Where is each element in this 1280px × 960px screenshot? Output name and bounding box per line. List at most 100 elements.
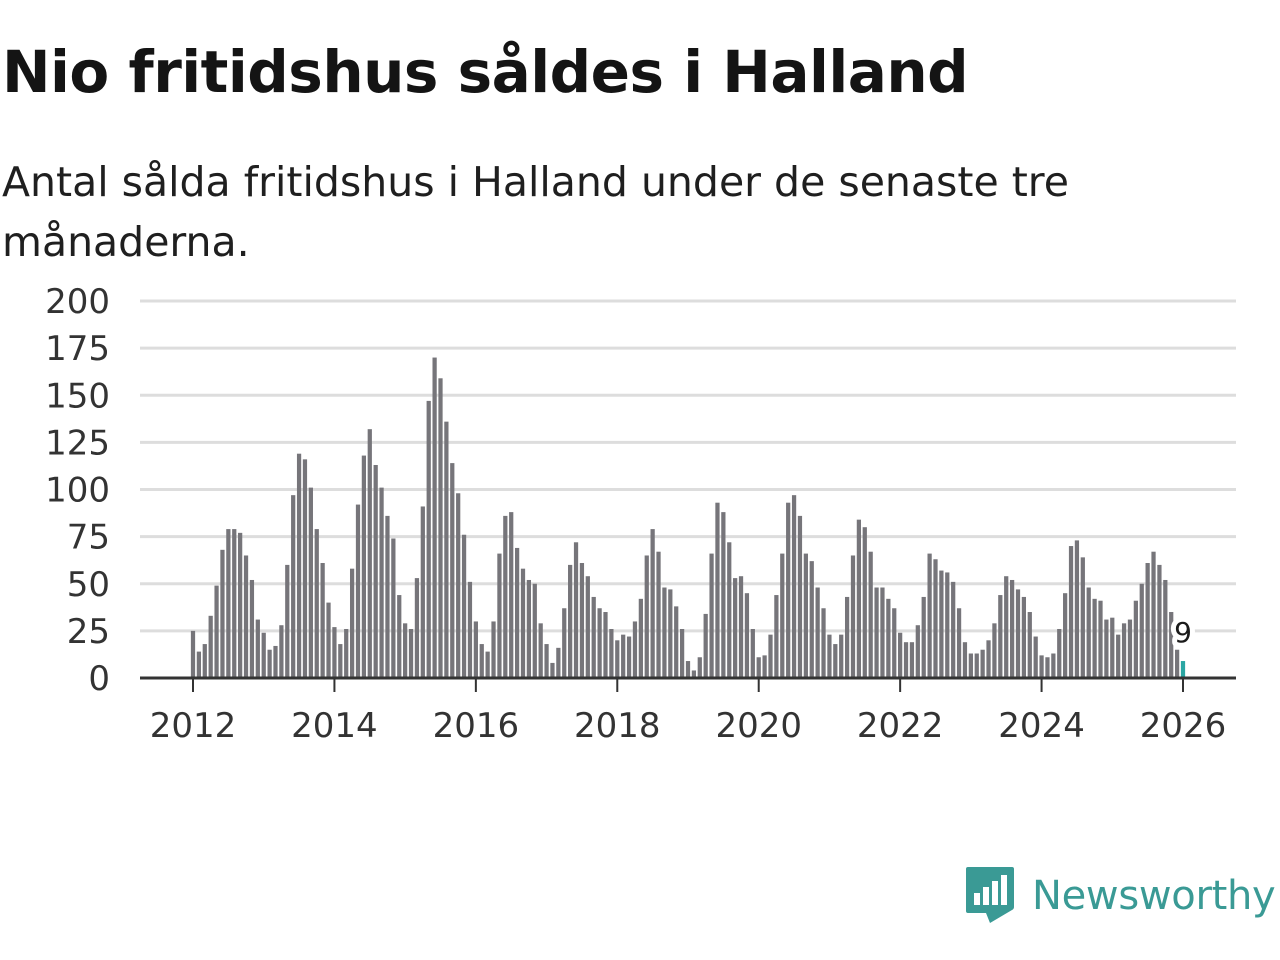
bar [544,644,549,678]
bar [397,595,402,678]
bar [1074,540,1080,678]
bar [344,628,349,678]
bar [892,608,897,678]
bar [349,568,355,678]
bar [373,465,378,678]
bar [662,587,667,678]
bar [998,595,1003,678]
bar [709,553,714,678]
bar [821,608,826,678]
y-tick-label: 75 [67,518,110,558]
bar [220,549,225,678]
bar [385,515,390,678]
bar [874,587,879,678]
bar [238,532,243,678]
bar [267,649,272,678]
y-tick-label: 175 [45,329,110,369]
bar [638,598,643,678]
bar [898,632,903,678]
bar [886,598,891,678]
bar [668,589,673,678]
bar [1121,623,1127,678]
bar [609,628,614,678]
bar [1045,657,1050,678]
y-tick-label: 125 [45,423,110,463]
bar [1163,579,1168,678]
bar [756,657,761,678]
bar [744,593,750,678]
bar [1063,593,1068,678]
x-tick-label: 2016 [433,706,520,746]
bar [355,504,361,678]
bar [190,630,196,679]
bar [1033,636,1038,678]
bar [992,623,997,678]
last-value-label: 9 [1174,616,1192,649]
newsworthy-logo-text: Newsworthy [1032,873,1276,919]
y-tick-label: 200 [45,282,110,322]
x-tick-label: 2012 [150,706,237,746]
bar [509,512,514,678]
bar [391,538,396,678]
bar [432,357,437,678]
bar [968,653,973,678]
bar [467,581,473,678]
bar [1133,600,1138,678]
bar [332,627,337,678]
bar [703,613,708,678]
bar [214,585,219,678]
bar [921,596,926,678]
bar [538,623,543,678]
bar [939,570,944,678]
bar [721,512,726,678]
bar [650,529,655,678]
bar [844,596,850,678]
bar [1051,653,1056,678]
bar [1080,557,1085,678]
bar [226,529,231,678]
bar [679,628,685,678]
bar [1151,551,1156,678]
bar [403,623,408,678]
bar [733,578,738,678]
bar [880,587,885,678]
bar [839,634,844,678]
bar [674,606,679,678]
bar [1057,628,1062,678]
bar [656,551,661,678]
bar [379,487,384,678]
bar [815,587,820,678]
newsworthy-logo-icon [966,867,1014,923]
bar [833,644,838,678]
bar [196,651,202,678]
bar [302,459,308,678]
bar [367,429,372,678]
bar [615,640,620,678]
bar [868,551,873,678]
bar [768,634,773,678]
bar [591,596,596,678]
bar [520,568,526,678]
bar [279,625,284,678]
bar [597,608,602,678]
x-tick-label: 2024 [998,706,1085,746]
y-tick-label: 25 [67,612,110,652]
x-tick-label: 2022 [857,706,944,746]
bar [986,640,991,678]
bar [715,502,720,678]
bar [809,561,814,678]
bar [1104,619,1109,678]
bar [255,619,260,678]
bar [791,495,797,678]
bar [1009,579,1015,678]
bar [296,453,302,678]
bar [1068,546,1074,678]
newsworthy-logo: Newsworthy [964,864,1276,928]
bar [473,621,478,678]
bar [420,506,425,678]
bar [727,542,732,678]
bar [444,421,449,678]
bar [827,634,832,678]
annotations: 9 [1169,611,1197,654]
bar [1015,589,1021,678]
